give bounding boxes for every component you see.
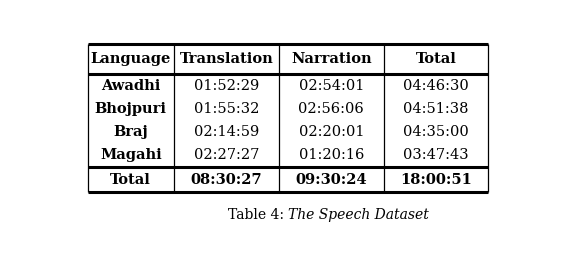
Text: 02:56:06: 02:56:06 <box>298 102 364 116</box>
Text: 09:30:24: 09:30:24 <box>296 172 367 186</box>
Text: Total: Total <box>416 52 456 66</box>
Text: Bhojpuri: Bhojpuri <box>95 102 167 116</box>
Text: 01:55:32: 01:55:32 <box>194 102 259 116</box>
Text: 02:20:01: 02:20:01 <box>298 125 364 139</box>
Text: 08:30:27: 08:30:27 <box>191 172 262 186</box>
Text: Translation: Translation <box>179 52 273 66</box>
Text: 04:35:00: 04:35:00 <box>403 125 469 139</box>
Text: Awadhi: Awadhi <box>101 79 160 93</box>
Text: 04:46:30: 04:46:30 <box>403 79 469 93</box>
Text: Table 4:: Table 4: <box>228 208 288 222</box>
Text: 03:47:43: 03:47:43 <box>404 148 469 162</box>
Text: The Speech Dataset: The Speech Dataset <box>288 208 429 222</box>
Text: 01:20:16: 01:20:16 <box>298 148 364 162</box>
Text: Narration: Narration <box>291 52 371 66</box>
Text: Magahi: Magahi <box>100 148 162 162</box>
Text: 04:51:38: 04:51:38 <box>404 102 469 116</box>
Text: Total: Total <box>110 172 151 186</box>
Text: 02:54:01: 02:54:01 <box>298 79 364 93</box>
Text: 02:14:59: 02:14:59 <box>194 125 259 139</box>
Text: Language: Language <box>90 52 171 66</box>
Text: 01:52:29: 01:52:29 <box>194 79 259 93</box>
Text: 18:00:51: 18:00:51 <box>400 172 472 186</box>
Text: 02:27:27: 02:27:27 <box>194 148 259 162</box>
Text: Braj: Braj <box>114 125 148 139</box>
